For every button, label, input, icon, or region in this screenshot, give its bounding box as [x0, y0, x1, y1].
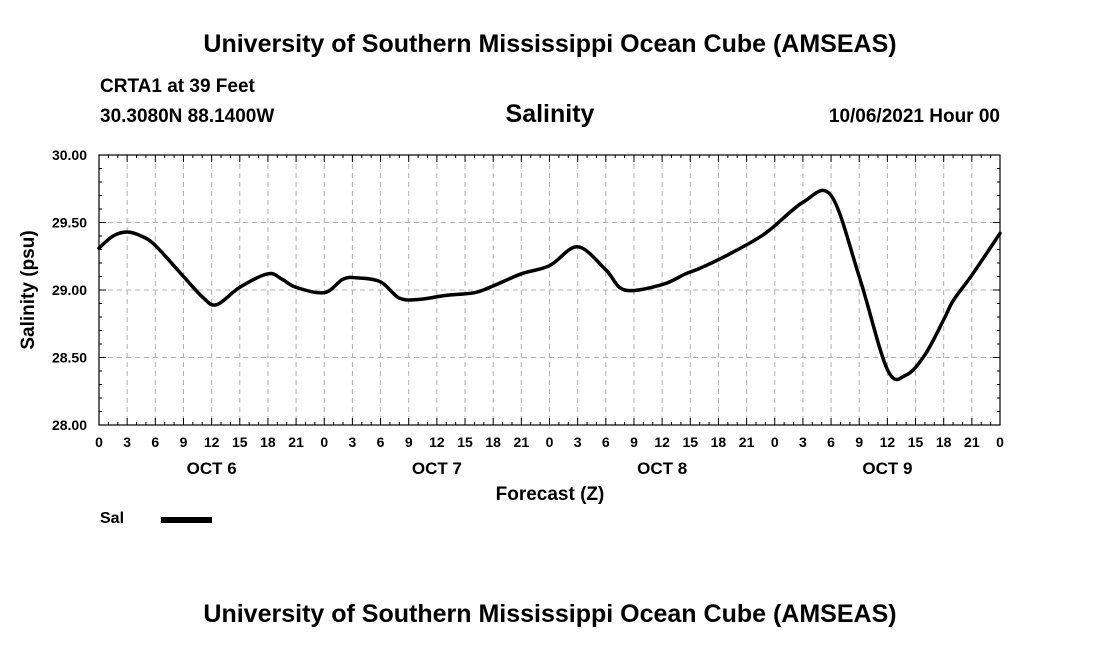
x-tick-label: 21 — [964, 434, 980, 450]
x-tick-label: 21 — [739, 434, 755, 450]
chart-grid — [99, 155, 1000, 425]
x-tick-label: 12 — [654, 434, 670, 450]
forecast-date: 10/06/2021 Hour 00 — [828, 106, 1000, 127]
x-tick-label: 18 — [485, 434, 501, 450]
x-tick-label: 15 — [457, 434, 473, 450]
x-tick-label: 12 — [880, 434, 896, 450]
legend-label: Sal — [100, 510, 125, 527]
x-tick-label: 0 — [996, 434, 1004, 450]
x-tick-label: 0 — [771, 434, 779, 450]
station-label: CRTA1 at 39 Feet — [100, 76, 255, 97]
x-tick-label: 12 — [429, 434, 445, 450]
chart-title-bottom: University of Southern Mississippi Ocean… — [203, 600, 897, 628]
x-tick-label: 15 — [908, 434, 924, 450]
series-line-sal — [97, 188, 1002, 382]
y-tick-label: 29.50 — [52, 215, 87, 231]
x-tick-label: 0 — [546, 434, 554, 450]
day-label: OCT 8 — [637, 459, 687, 478]
x-tick-label: 3 — [123, 434, 131, 450]
x-tick-label: 18 — [711, 434, 727, 450]
x-tick-label: 9 — [630, 434, 638, 450]
y-tick-label: 29.00 — [52, 282, 87, 298]
y-tick-label: 30.00 — [52, 147, 87, 163]
x-tick-label: 15 — [232, 434, 248, 450]
y-tick-label: 28.50 — [52, 350, 87, 366]
x-tick-label: 9 — [405, 434, 413, 450]
x-tick-label: 21 — [514, 434, 530, 450]
x-tick-label: 0 — [320, 434, 328, 450]
x-tick-label: 3 — [574, 434, 582, 450]
day-label: OCT 6 — [187, 459, 237, 478]
x-tick-label: 9 — [855, 434, 863, 450]
x-tick-label: 6 — [602, 434, 610, 450]
x-tick-label: 21 — [288, 434, 304, 450]
y-axis-label: Salinity (psu) — [18, 230, 39, 349]
x-tick-label: 18 — [260, 434, 276, 450]
chart-ticks — [98, 154, 1001, 426]
legend-swatch — [161, 517, 212, 523]
x-tick-label: 6 — [827, 434, 835, 450]
chart-tick-labels: 0 3 6 9 12 15 18 21 0 3 6 9 12 15 18 21 0 3 6 9 12 15 18 21 0 3 6 9… — [52, 147, 1004, 478]
y-tick-label: 28.00 — [52, 417, 87, 433]
x-tick-label: 15 — [682, 434, 698, 450]
x-tick-label: 3 — [799, 434, 807, 450]
day-label: OCT 7 — [412, 459, 462, 478]
variable-title: Salinity — [505, 100, 595, 128]
x-tick-label: 0 — [95, 434, 103, 450]
station-coordinates: 30.3080N 88.1400W — [100, 106, 275, 127]
x-tick-label: 6 — [151, 434, 159, 450]
day-label: OCT 9 — [862, 459, 912, 478]
x-tick-label: 9 — [180, 434, 188, 450]
chart-title-top: University of Southern Mississippi Ocean… — [203, 30, 897, 58]
x-axis-label: Forecast (Z) — [496, 484, 605, 505]
x-tick-label: 6 — [377, 434, 385, 450]
x-tick-label: 12 — [204, 434, 220, 450]
x-tick-label: 3 — [349, 434, 357, 450]
x-tick-label: 18 — [936, 434, 952, 450]
